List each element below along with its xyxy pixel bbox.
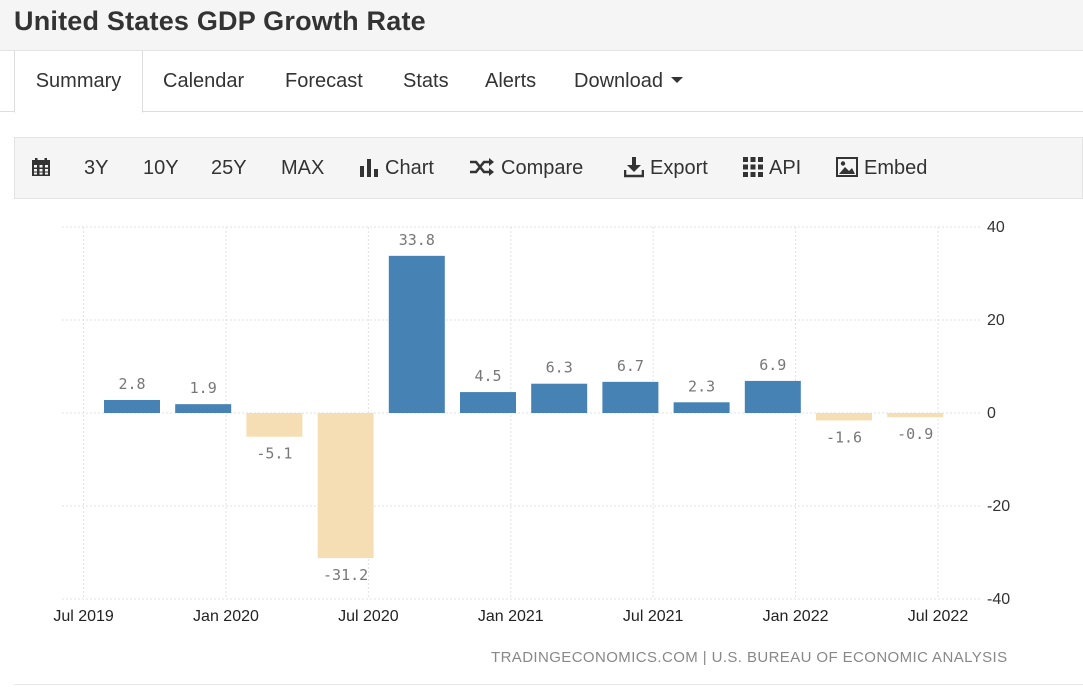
y-tick-label: -40 (987, 591, 1010, 608)
bar-q1-2022[interactable] (816, 413, 872, 421)
tab-alerts[interactable]: Alerts (485, 70, 537, 92)
caret-down-icon (670, 76, 683, 83)
x-tick-label: Jul 2020 (338, 608, 399, 625)
chart-type-button[interactable]: Chart (359, 138, 434, 200)
bar-q3-2021[interactable] (673, 402, 730, 413)
tab-calendar[interactable]: Calendar (163, 70, 245, 92)
bar-data-label: 6.3 (546, 359, 573, 377)
bar-q1-2021[interactable] (531, 383, 588, 413)
title-bar: United States GDP Growth Rate (0, 0, 1083, 51)
chart-label: Chart (385, 157, 434, 179)
bar-data-label: 1.9 (190, 379, 217, 397)
bar-q3-2019[interactable] (104, 399, 160, 413)
embed-button[interactable]: Embed (836, 138, 927, 200)
export-button[interactable]: Export (623, 138, 708, 200)
bar-data-label: 2.8 (118, 375, 145, 393)
tab-bar: Summary Calendar Forecast Stats Alerts D… (0, 51, 1083, 113)
shuffle-icon (470, 157, 494, 176)
bar-q4-2019[interactable] (175, 404, 232, 413)
bar-data-label: -1.6 (826, 428, 862, 446)
api-button[interactable]: API (743, 138, 801, 200)
bar-q3-2020[interactable] (388, 255, 445, 413)
bar-data-label: 33.8 (399, 231, 435, 249)
bar-data-label: 6.9 (759, 356, 786, 374)
divider (14, 684, 1083, 685)
tab-summary[interactable]: Summary (14, 51, 143, 113)
download-icon (623, 156, 645, 178)
x-tick-label: Jul 2021 (623, 608, 684, 625)
bar-data-label: -31.2 (323, 566, 368, 584)
range-max-button[interactable]: MAX (281, 157, 325, 179)
y-axis: 40 20 0 -20 -40 (987, 219, 1010, 608)
bar-data-label: 4.5 (474, 367, 501, 385)
grid-icon (743, 156, 763, 177)
calendar-icon (32, 157, 50, 176)
x-tick-label: Jul 2022 (908, 608, 969, 625)
image-icon (836, 156, 858, 177)
x-tick-label: Jan 2020 (193, 608, 259, 625)
range-3y-button[interactable]: 3Y (84, 157, 109, 179)
gdp-growth-chart: 2.8 1.9 -5.1 -31.2 33.8 4.5 6.3 6.7 2.3 6.9 -1.6 -0… (53, 219, 1010, 625)
api-label: API (769, 157, 802, 179)
x-tick-label: Jan 2022 (763, 608, 829, 625)
bar-data-label: 2.3 (688, 377, 715, 395)
tab-stats[interactable]: Stats (403, 70, 449, 92)
chart-data-labels: 2.8 1.9 -5.1 -31.2 33.8 4.5 6.3 6.7 2.3 6.9 -1.6 -0… (118, 231, 933, 584)
tab-forecast[interactable]: Forecast (285, 70, 363, 92)
y-tick-label: -20 (987, 498, 1010, 515)
y-tick-label: 40 (987, 219, 1005, 236)
y-tick-label: 20 (987, 312, 1005, 329)
range-10y-button[interactable]: 10Y (143, 157, 179, 179)
bar-q4-2021[interactable] (744, 380, 801, 413)
chart-source: TRADINGECONOMICS.COM | U.S. BUREAU OF EC… (491, 649, 1008, 666)
x-tick-label: Jan 2021 (478, 608, 544, 625)
export-label: Export (650, 157, 708, 179)
x-axis: Jul 2019 Jan 2020 Jul 2020 Jan 2021 Jul 2021… (53, 608, 968, 625)
embed-label: Embed (864, 157, 928, 179)
bar-data-label: -0.9 (897, 425, 933, 443)
bar-data-label: -5.1 (256, 445, 292, 463)
page-title: United States GDP Growth Rate (14, 6, 426, 36)
bar-q2-2022[interactable] (887, 413, 944, 418)
bar-q2-2020[interactable] (317, 413, 374, 559)
compare-label: Compare (501, 157, 584, 179)
bar-q2-2021[interactable] (602, 381, 659, 413)
y-tick-label: 0 (987, 405, 996, 422)
bar-chart-icon (360, 158, 378, 177)
bar-q1-2020[interactable] (246, 413, 303, 437)
x-tick-label: Jul 2019 (53, 608, 114, 625)
range-25y-button[interactable]: 25Y (211, 157, 247, 179)
bar-q4-2020[interactable] (460, 392, 516, 413)
tab-download-label: Download (574, 70, 663, 92)
bar-data-label: 6.7 (617, 357, 644, 375)
tab-download[interactable]: Download (574, 51, 683, 112)
calendar-button[interactable] (31, 138, 57, 200)
chart-bars (104, 255, 944, 559)
chart-toolbar: 3Y 10Y 25Y MAX Chart Compare Export API … (14, 137, 1083, 199)
compare-button[interactable]: Compare (469, 138, 583, 200)
